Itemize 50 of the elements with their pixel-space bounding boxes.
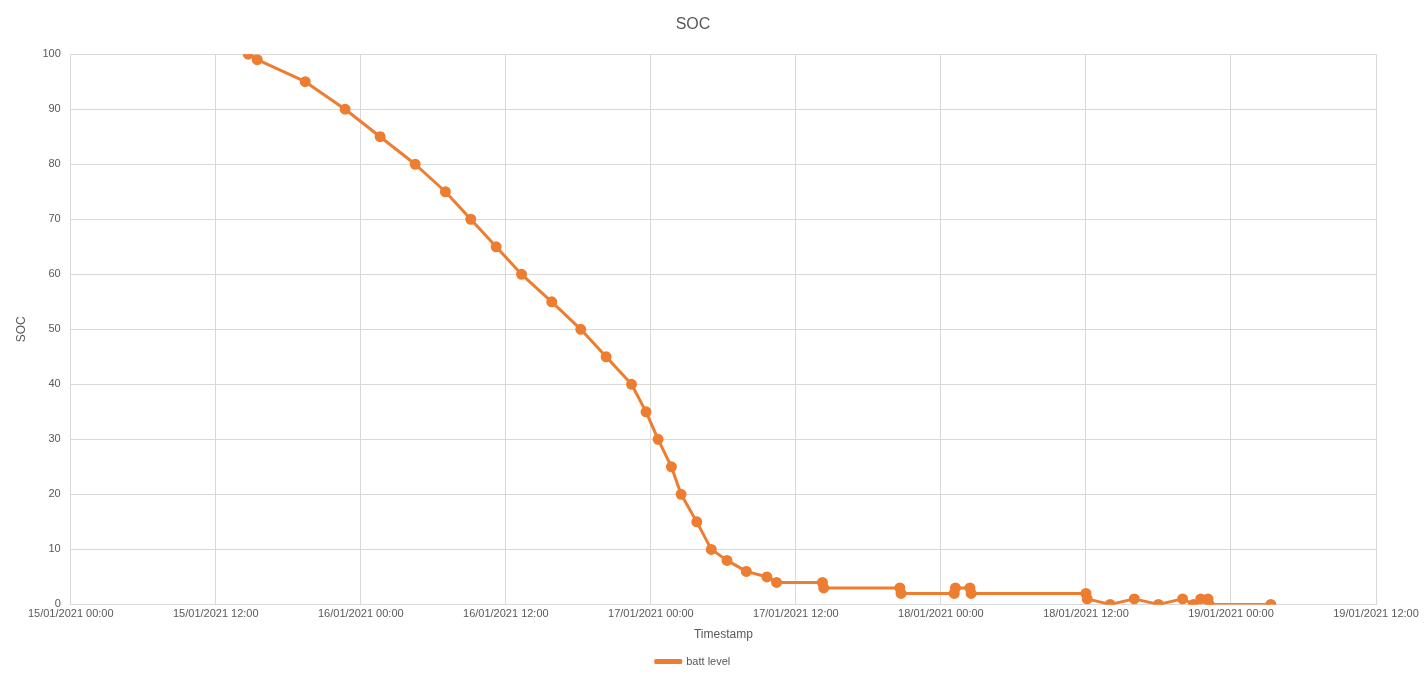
point [465,213,477,225]
point [439,186,451,198]
point [705,543,717,555]
point [409,158,421,170]
x-tick-label: 17/01/2021 00:00 [608,607,694,620]
y-tick-label: 30 [48,432,61,445]
y-tick-label: 90 [48,102,61,115]
point [721,554,733,566]
point [761,571,773,583]
x-tick-label: 17/01/2021 12:00 [753,607,839,620]
y-tick-label: 60 [48,267,61,280]
point [640,406,652,418]
point [516,268,528,280]
x-axis-title: Timestamp [693,627,754,642]
point [740,565,752,577]
point [546,296,558,308]
point [374,131,386,143]
point [1177,593,1189,605]
y-tick-label: 50 [48,322,61,335]
y-tick-label: 70 [48,212,61,225]
point [665,461,677,473]
y-tick-label: 80 [48,157,61,170]
point [490,241,502,253]
point [299,76,311,88]
point [652,433,664,445]
y-tick-label: 0 [54,597,61,610]
y-tick-label: 40 [48,377,61,390]
x-tick-label: 15/01/2021 00:00 [27,607,114,620]
point [626,378,638,390]
x-tick-label: 18/01/2021 00:00 [898,607,984,620]
y-tick-label: 100 [42,47,61,60]
point [339,103,351,115]
legend-label: batt level [686,654,731,667]
x-tick-label: 16/01/2021 12:00 [463,607,549,620]
point [1128,593,1140,605]
point [575,323,587,335]
x-tick-label: 18/01/2021 12:00 [1043,607,1129,620]
x-tick-label: 15/01/2021 12:00 [172,607,259,620]
x-tick-label: 19/01/2021 00:00 [1188,607,1274,620]
point [691,516,703,528]
x-tick-label: 16/01/2021 00:00 [317,607,404,620]
point [600,351,612,363]
point [251,54,263,66]
y-axis-title: SOC [13,315,28,343]
y-tick-label: 20 [48,487,61,500]
point [771,576,783,588]
x-tick-label: 19/01/2021 12:00 [1333,607,1419,620]
chart-title: SOC [675,15,711,33]
y-tick-label: 10 [48,542,61,555]
point [675,488,687,500]
